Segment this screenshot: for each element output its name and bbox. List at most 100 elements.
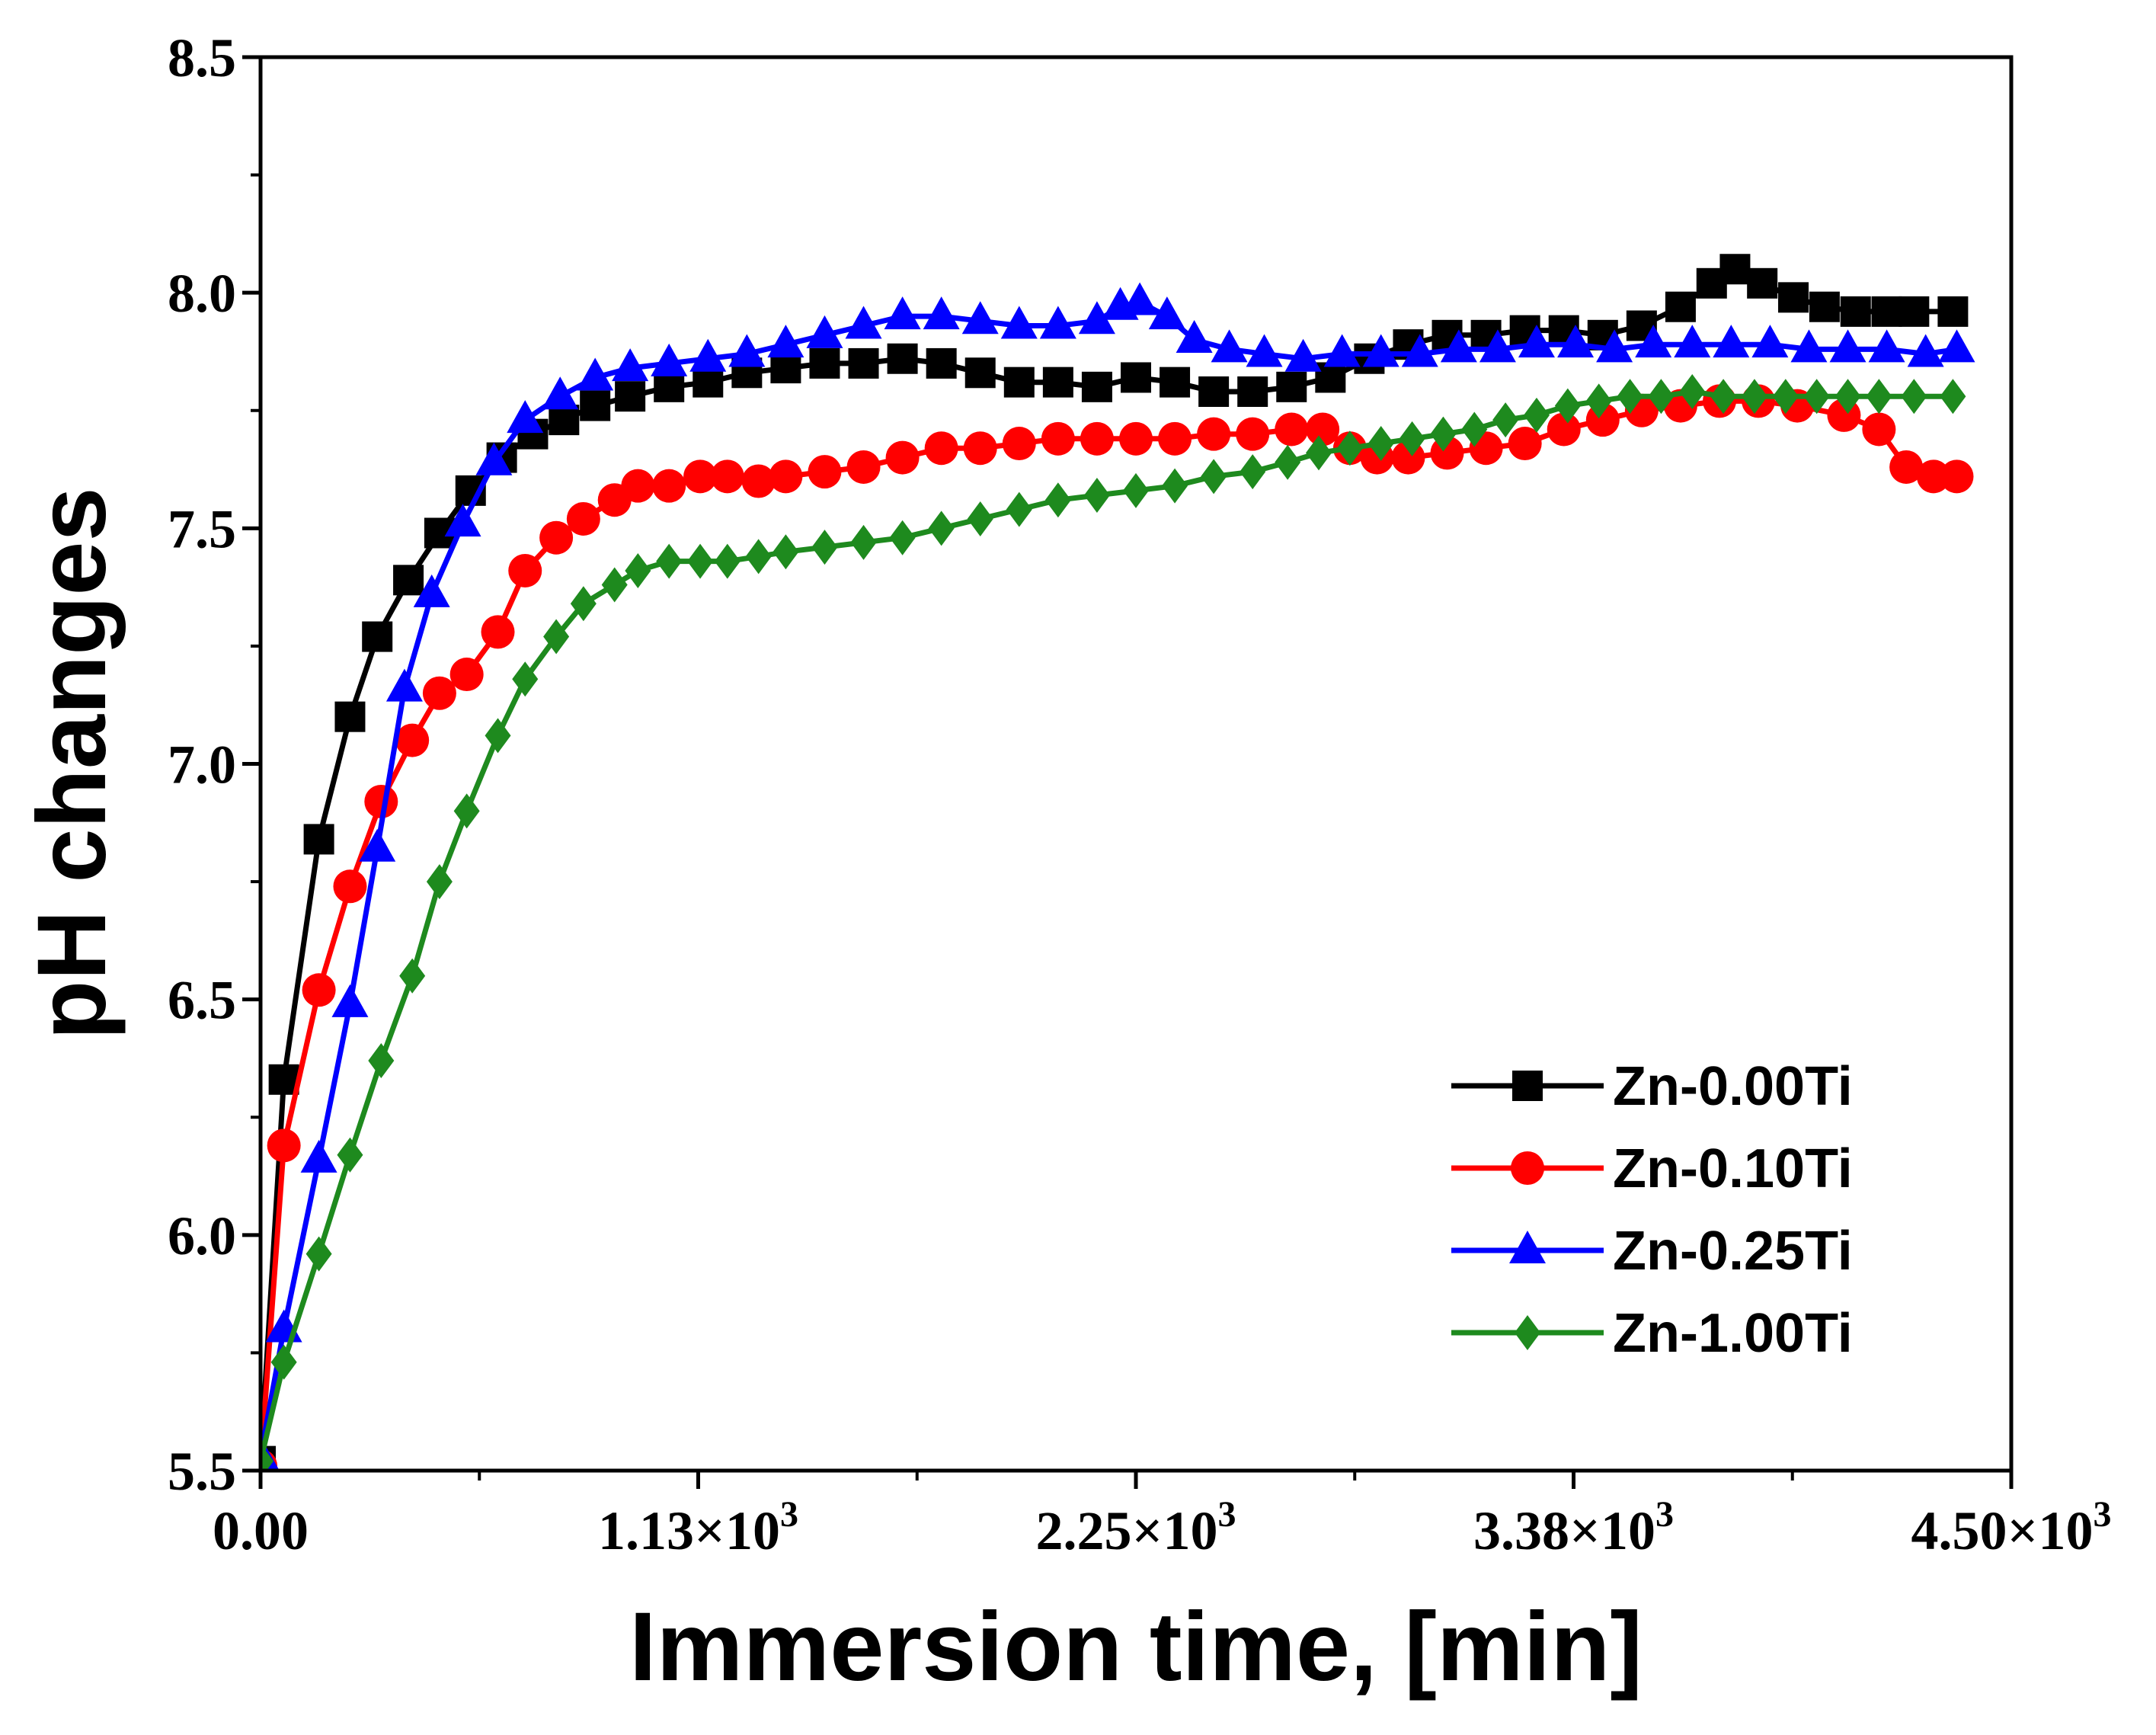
legend-label: Zn-0.10Ti xyxy=(1613,1138,1853,1199)
data-point-zn-0-10ti xyxy=(963,431,997,466)
data-point-zn-0-25ti xyxy=(884,296,921,330)
data-point-zn-0-00ti xyxy=(549,405,580,436)
data-point-zn-1-00ti xyxy=(1940,379,1966,415)
data-point-zn-1-00ti xyxy=(1648,379,1675,415)
data-point-zn-0-00ti xyxy=(1809,291,1840,322)
data-point-zn-0-00ti xyxy=(1160,367,1191,398)
data-point-zn-0-25ti xyxy=(1176,320,1213,353)
data-point-zn-0-10ti xyxy=(481,615,515,649)
data-point-zn-0-25ti xyxy=(1557,325,1595,358)
data-point-zn-0-25ti xyxy=(1440,329,1477,363)
data-point-zn-0-00ti xyxy=(770,353,801,384)
data-point-zn-0-25ti xyxy=(1829,329,1867,363)
y-axis: 5.5 6.0 6.5 7.0 7.5 8.0 8.5 xyxy=(168,27,261,1502)
data-point-zn-0-00ti xyxy=(334,701,366,732)
data-point-zn-0-25ti xyxy=(1790,329,1828,363)
plot-area xyxy=(261,254,1975,1471)
data-point-zn-0-00ti xyxy=(1042,367,1073,398)
data-point-zn-0-00ti xyxy=(393,565,424,596)
data-point-zn-0-00ti xyxy=(1003,367,1035,398)
x-tick-label: 3.38×103 xyxy=(1473,1494,1674,1561)
legend-item-zn-1-00ti: Zn-1.00Ti xyxy=(1451,1303,1853,1364)
legend-label: Zn-1.00Ti xyxy=(1613,1303,1853,1364)
data-point-zn-1-00ti xyxy=(1162,468,1188,504)
data-point-zn-1-00ti xyxy=(1240,454,1266,490)
data-point-zn-0-25ti xyxy=(1323,334,1361,367)
data-point-zn-0-25ti xyxy=(1284,338,1322,372)
data-point-zn-0-25ti xyxy=(1635,325,1672,358)
data-point-zn-1-00ti xyxy=(1123,472,1149,508)
data-point-zn-0-00ti xyxy=(848,347,879,379)
data-point-zn-1-00ti xyxy=(1336,431,1363,466)
data-point-zn-0-10ti xyxy=(1236,417,1270,451)
data-point-zn-0-10ti xyxy=(652,469,686,503)
y-axis-title: pH changes xyxy=(18,487,126,1040)
x-axis-title: Immersion time, [min] xyxy=(629,1593,1643,1701)
data-point-zn-0-00ti xyxy=(1898,296,1930,327)
legend-label: Zn-0.00Ti xyxy=(1613,1056,1853,1117)
data-point-zn-1-00ti xyxy=(399,958,426,994)
data-point-zn-0-25ti xyxy=(413,574,450,607)
data-point-zn-0-10ti xyxy=(683,459,718,494)
data-point-zn-0-00ti xyxy=(1237,376,1268,408)
data-point-zn-1-00ti xyxy=(1044,482,1071,518)
data-point-zn-1-00ti xyxy=(1835,379,1861,415)
data-point-zn-1-00ti xyxy=(811,530,838,565)
y-tick-label: 5.5 xyxy=(168,1441,236,1502)
legend-marker xyxy=(1511,1151,1544,1185)
data-point-zn-0-25ti xyxy=(1148,296,1185,330)
data-point-zn-0-00ti xyxy=(926,347,957,379)
data-point-zn-1-00ti xyxy=(305,1236,332,1272)
data-point-zn-1-00ti xyxy=(261,1443,273,1471)
data-point-zn-0-10ti xyxy=(710,459,744,494)
data-point-zn-0-25ti xyxy=(612,348,649,382)
data-point-zn-0-25ti xyxy=(1751,325,1789,358)
data-point-zn-0-10ti xyxy=(1119,421,1153,456)
data-point-zn-1-00ti xyxy=(426,864,453,900)
x-tick-exponent: 3 xyxy=(1218,1494,1236,1535)
data-point-zn-0-00ti xyxy=(1665,291,1696,322)
data-point-zn-0-25ti xyxy=(1479,329,1516,363)
data-point-zn-0-10ti xyxy=(808,455,842,489)
data-point-zn-0-00ti xyxy=(303,824,334,855)
data-point-zn-1-00ti xyxy=(1772,379,1799,415)
data-point-zn-0-25ti xyxy=(1039,306,1076,339)
data-point-zn-0-25ti xyxy=(359,828,396,862)
data-point-zn-0-10ti xyxy=(539,520,574,555)
data-point-zn-1-00ti xyxy=(1306,435,1332,471)
data-point-zn-1-00ti xyxy=(1201,459,1227,495)
data-point-zn-1-00ti xyxy=(1617,379,1643,415)
data-point-zn-0-00ti xyxy=(693,367,724,398)
data-point-zn-0-25ti xyxy=(1246,334,1283,367)
data-point-zn-0-25ti xyxy=(1596,329,1633,363)
data-point-zn-1-00ti xyxy=(1523,397,1550,433)
data-point-zn-0-00ti xyxy=(615,381,646,412)
data-point-zn-0-25ti xyxy=(1518,325,1555,358)
data-point-zn-0-10ti xyxy=(1158,421,1192,456)
data-point-zn-1-00ti xyxy=(570,586,597,622)
data-point-zn-0-25ti xyxy=(1868,329,1905,363)
legend-marker xyxy=(1509,1231,1546,1263)
data-point-zn-0-25ti xyxy=(507,400,544,434)
data-point-zn-0-10ti xyxy=(302,973,336,1007)
x-tick-label: 0.00 xyxy=(213,1500,309,1561)
data-point-zn-1-00ti xyxy=(601,567,628,603)
series-zn-0-25ti xyxy=(261,282,1975,1470)
data-point-zn-0-25ti xyxy=(1000,306,1038,339)
data-point-zn-0-00ti xyxy=(580,390,611,421)
data-point-zn-0-25ti xyxy=(1211,329,1248,363)
data-point-zn-1-00ti xyxy=(368,1043,395,1079)
data-point-zn-0-00ti xyxy=(1840,296,1871,327)
data-point-zn-0-10ti xyxy=(1547,412,1581,447)
data-point-zn-1-00ti xyxy=(1367,426,1394,462)
x-tick-label: 4.50×103 xyxy=(1911,1494,2111,1561)
data-point-zn-1-00ti xyxy=(1554,388,1581,424)
data-point-zn-0-10ti xyxy=(364,784,398,818)
data-point-zn-1-00ti xyxy=(773,534,799,570)
data-point-zn-0-10ti xyxy=(566,501,600,536)
data-point-zn-0-00ti xyxy=(654,371,685,402)
data-point-zn-0-10ti xyxy=(333,869,367,904)
series-zn-0-00ti xyxy=(261,254,1969,1471)
x-tick-exponent: 3 xyxy=(1655,1494,1674,1535)
